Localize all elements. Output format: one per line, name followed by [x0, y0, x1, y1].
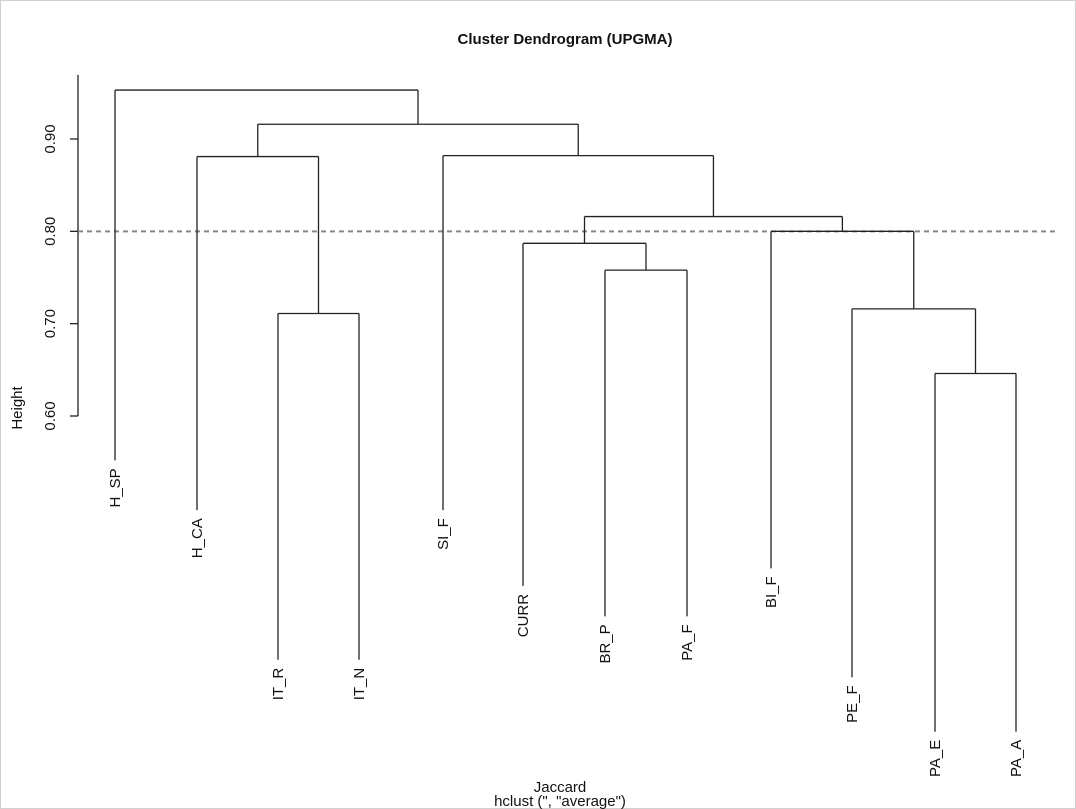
- merge-m1: [934, 372, 1017, 732]
- y-tick-label: 0.80: [42, 217, 59, 246]
- merge-m3: [851, 308, 977, 678]
- leaf-label-it-r: IT_R: [270, 668, 287, 701]
- leaf-label-it-n: IT_N: [351, 668, 368, 701]
- leaf-label-pa-a: PA_A: [1008, 740, 1025, 777]
- merge-m8: [196, 155, 320, 511]
- leaf-labels: H_SP H_CA IT_R IT_N SI_F CURR BR_P PA_F BI_F PE_F…: [107, 468, 1025, 777]
- merge-m2: [277, 312, 360, 660]
- merge-m9: [442, 154, 715, 511]
- merge-m4: [604, 269, 688, 617]
- leaf-label-pe-f: PE_F: [844, 685, 861, 723]
- y-tick-label: 0.60: [42, 401, 59, 430]
- method-subtitle: hclust (", "average"): [494, 793, 626, 809]
- merge-m7: [583, 215, 844, 244]
- leaf-label-pa-f: PA_F: [679, 624, 696, 660]
- leaf-label-br-p: BR_P: [597, 624, 614, 663]
- leaf-label-h-sp: H_SP: [107, 468, 124, 507]
- dendrogram-tree: [114, 89, 1017, 732]
- y-tick-label: 0.70: [42, 309, 59, 338]
- merge-m11: [114, 89, 419, 461]
- chart-title: Cluster Dendrogram (UPGMA): [457, 31, 672, 48]
- merge-m10: [257, 123, 579, 157]
- merge-m6: [770, 230, 915, 569]
- y-axis-label: Height: [9, 385, 26, 429]
- merge-m5: [522, 242, 647, 586]
- y-axis: 0.60 0.70 0.80 0.90: [42, 74, 79, 431]
- leaf-label-pa-e: PA_E: [927, 740, 944, 777]
- leaf-label-bi-f: BI_F: [763, 576, 780, 608]
- leaf-label-curr: CURR: [515, 594, 532, 637]
- leaf-label-si-f: SI_F: [435, 518, 452, 550]
- x-axis-label: Jaccard: [534, 779, 587, 796]
- leaf-label-h-ca: H_CA: [189, 518, 206, 558]
- y-tick-label: 0.90: [42, 124, 59, 153]
